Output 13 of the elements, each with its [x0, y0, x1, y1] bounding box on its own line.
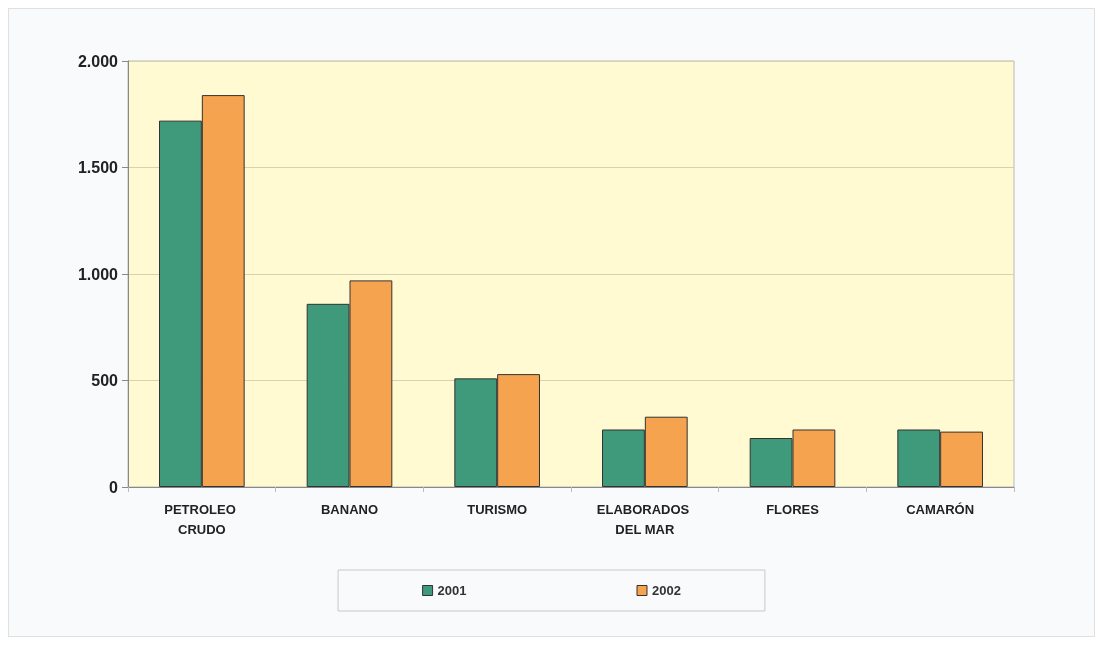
y-tick-label: 1.000 [77, 265, 119, 283]
legend-label: 2001 [437, 583, 467, 598]
x-tick-label: BANANO [320, 501, 379, 517]
y-tick-label: 2.000 [77, 52, 119, 70]
x-tick-label: FLORES [766, 501, 820, 517]
y-tick-label: 500 [91, 372, 119, 389]
y-tick-label: 0 [109, 478, 119, 496]
x-tick-label: PETROLEO CRUDO [164, 501, 240, 537]
legend-label: 2002 [652, 583, 681, 598]
x-tick-label: CAMARÓN [906, 501, 975, 517]
x-tick-label: ELABORADOS DEL MAR [596, 501, 693, 537]
y-tick-label: 1.500 [77, 159, 119, 176]
x-tick-label: TURISMO [467, 501, 528, 517]
